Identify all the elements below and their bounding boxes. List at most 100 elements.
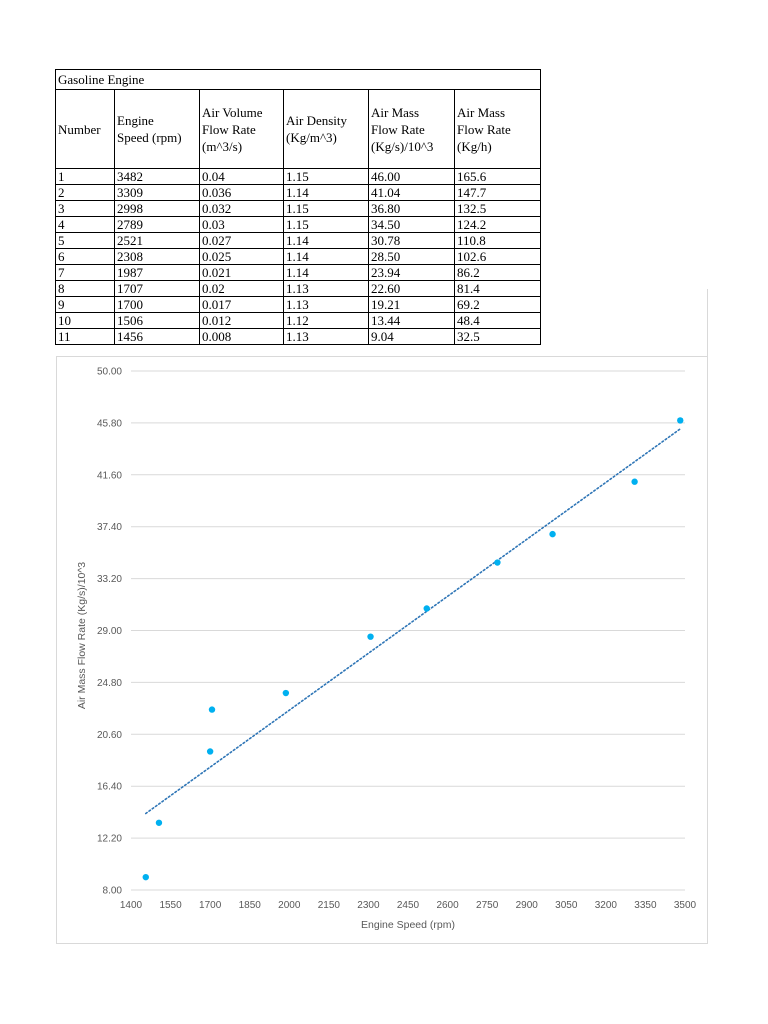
x-tick-label: 3200 xyxy=(595,900,618,911)
data-point xyxy=(155,819,163,826)
table-row: 7 1987 0.021 1.14 23.94 86.2 xyxy=(55,264,542,281)
y-tick-label: 41.60 xyxy=(97,470,122,481)
table-cell: 22.60 xyxy=(368,280,455,297)
x-tick-label: 1550 xyxy=(159,900,182,911)
table-cell: 2998 xyxy=(114,200,200,217)
y-tick-label: 45.80 xyxy=(97,418,122,429)
table-cell: 1.14 xyxy=(283,232,369,249)
table-cell: 81.4 xyxy=(453,280,542,297)
column-header-line: Air Volume xyxy=(202,104,263,120)
table-cell: 1.12 xyxy=(283,312,369,329)
table-cell: 4 xyxy=(55,216,115,233)
x-tick-label: 1850 xyxy=(239,900,262,911)
table-cell: 1700 xyxy=(114,296,200,313)
table-cell: 132.5 xyxy=(453,200,542,217)
table-cell: 86.2 xyxy=(453,264,542,281)
chart-frame-edge xyxy=(707,289,708,357)
column-header-line: Flow Rate xyxy=(371,121,425,137)
table-cell: 0.025 xyxy=(199,248,284,265)
table-cell: 0.03 xyxy=(199,216,284,233)
column-header-line: Flow Rate xyxy=(202,121,256,137)
table-cell: 9.04 xyxy=(368,328,455,345)
table-cell: 2 xyxy=(55,184,115,201)
table-row: 9 1700 0.017 1.13 19.21 69.2 xyxy=(55,296,542,313)
table-row: 1 3482 0.04 1.15 46.00 165.6 xyxy=(55,168,542,185)
table-cell: 10 xyxy=(55,312,115,329)
table-cell: 1.14 xyxy=(283,264,369,281)
x-tick-label: 2600 xyxy=(436,900,459,911)
table-cell: 2789 xyxy=(114,216,200,233)
x-axis-title: Engine Speed (rpm) xyxy=(361,919,455,931)
column-header: Number xyxy=(55,89,115,169)
data-point xyxy=(367,633,374,640)
trendline xyxy=(144,428,682,815)
table-cell: 1506 xyxy=(114,312,200,329)
table-cell: 6 xyxy=(55,248,115,265)
table-cell: 1.14 xyxy=(283,248,369,265)
column-header: Air Volume Flow Rate (m^3/s) xyxy=(199,89,284,169)
table-cell: 147.7 xyxy=(453,184,542,201)
table-cell: 41.04 xyxy=(368,184,455,201)
table-cell: 36.80 xyxy=(368,200,455,217)
x-tick-label: 1400 xyxy=(120,900,143,911)
table-cell: 1.15 xyxy=(283,200,369,217)
table-cell: 0.012 xyxy=(199,312,284,329)
table-cell: 1.15 xyxy=(283,168,369,185)
column-header-line: Engine xyxy=(117,113,154,128)
column-header-line: Air Density xyxy=(286,113,348,128)
table-cell: 110.8 xyxy=(453,232,542,249)
x-tick-label: 2450 xyxy=(397,900,420,911)
data-point xyxy=(494,559,501,566)
table-cell: 3482 xyxy=(114,168,200,185)
column-header-line: Number xyxy=(58,121,101,137)
table-body: Gasoline Engine Number Engine Speed (rpm) A… xyxy=(54,69,542,345)
table-row: 8 1707 0.02 1.13 22.60 81.4 xyxy=(55,280,542,297)
table-row: 2 3309 0.036 1.14 41.04 147.7 xyxy=(55,184,542,201)
table-cell: 1.13 xyxy=(283,280,369,297)
table-cell: 1987 xyxy=(114,264,200,281)
y-tick-label: 37.40 xyxy=(97,522,122,533)
table-cell: 1707 xyxy=(114,280,200,297)
table-cell: 102.6 xyxy=(453,248,542,265)
table-cell: 9 xyxy=(55,296,115,313)
table-cell: 0.021 xyxy=(199,264,284,281)
table-row: 6 2308 0.025 1.14 28.50 102.6 xyxy=(55,248,542,265)
table-cell: 1456 xyxy=(114,328,200,345)
chart-area: 8.00 12.20 16.40 20.60 24.80 29.00 33.20 37.40 4… xyxy=(56,356,708,944)
column-header-line: Flow Rate xyxy=(457,121,511,137)
table-cell: 3309 xyxy=(114,184,200,201)
table-cell: 2308 xyxy=(114,248,200,265)
column-header: Air Mass Flow Rate (Kg/h) xyxy=(453,89,542,169)
y-tick-label: 8.00 xyxy=(103,886,123,897)
table-cell: 2521 xyxy=(114,232,200,249)
table-cell: 30.78 xyxy=(368,232,455,249)
x-tick-label: 2750 xyxy=(476,900,499,911)
x-tick-label: 2900 xyxy=(516,900,539,911)
table-cell: 32.5 xyxy=(453,328,542,345)
table-cell: 46.00 xyxy=(368,168,455,185)
y-tick-label: 29.00 xyxy=(97,626,122,637)
y-tick-label: 16.40 xyxy=(97,782,122,793)
table-cell: 34.50 xyxy=(368,216,455,233)
x-tick-label: 3500 xyxy=(674,900,697,911)
table-cell: 5 xyxy=(55,232,115,249)
table-cell: 1.13 xyxy=(283,296,369,313)
column-header-line: Air Mass xyxy=(371,104,420,120)
table-cell: 1.15 xyxy=(283,216,369,233)
table-cell: 0.032 xyxy=(199,200,284,217)
column-header-line: Air Mass xyxy=(457,104,506,120)
scatter-chart: 8.00 12.20 16.40 20.60 24.80 29.00 33.20 37.40 4… xyxy=(76,367,697,932)
table-cell: 3 xyxy=(55,200,115,217)
data-point xyxy=(631,478,638,485)
data-point xyxy=(208,706,216,713)
table-cell: 11 xyxy=(55,328,115,345)
table-row: 3 2998 0.032 1.15 36.80 132.5 xyxy=(55,200,542,217)
x-tick-label: 2150 xyxy=(318,900,341,911)
data-point xyxy=(677,417,684,424)
x-tick-label: 1700 xyxy=(199,900,222,911)
table-cell: 0.02 xyxy=(199,280,284,297)
y-tick-label: 12.20 xyxy=(97,834,122,845)
x-tick-label: 3050 xyxy=(555,900,578,911)
table-cell: 1 xyxy=(55,168,115,185)
column-header-line: (m^3/s) xyxy=(202,138,243,154)
